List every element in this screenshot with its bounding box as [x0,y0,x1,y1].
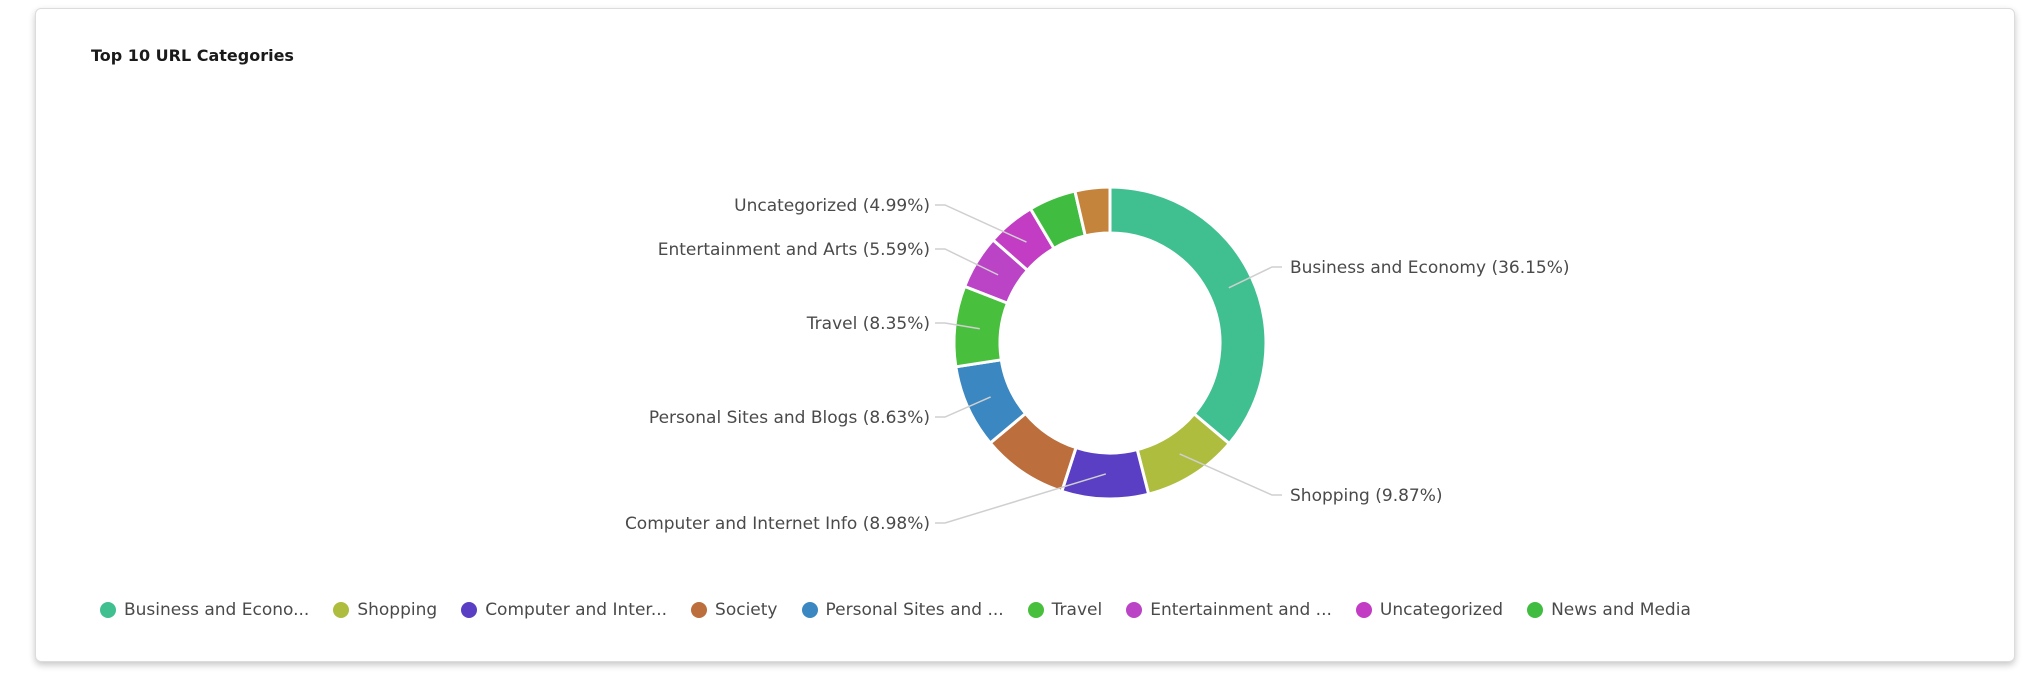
leader-line-computer-and-internet-info [935,473,1107,524]
legend-item-entertainment-and-arts[interactable]: Entertainment and ... [1126,600,1332,620]
data-label-uncategorized: Uncategorized (4.99%) [734,196,930,216]
chart-legend: Business and Econo... Shopping Computer an… [100,600,1691,620]
legend-swatch [461,602,478,618]
legend-label: Society [715,600,778,620]
leader-line-travel [935,322,980,330]
leader-line-personal-sites-and-blogs [935,396,991,418]
legend-swatch [100,602,116,618]
legend-label: Computer and Inter... [485,600,668,620]
legend-item-news-and-media[interactable]: News and Media [1527,600,1691,620]
legend-label: Shopping [357,600,438,620]
legend-swatch [801,602,818,618]
data-label-computer-and-internet-info: Computer and Internet Info (8.98%) [625,514,930,534]
data-label-travel: Travel (8.35%) [806,314,930,334]
legend-item-travel[interactable]: Travel [1027,600,1103,620]
leader-line-business-and-economy [1228,266,1282,289]
legend-swatch [1527,602,1544,618]
legend-swatch [1126,602,1143,618]
chart-card: Top 10 URL Categories [35,8,2015,662]
data-label-shopping: Shopping (9.87%) [1290,486,1443,506]
leader-line-shopping [1179,453,1282,496]
legend-label: Uncategorized [1379,600,1504,620]
legend-item-society[interactable]: Society [691,600,778,620]
legend-label: Travel [1051,600,1103,620]
legend-item-computer-and-internet-info[interactable]: Computer and Inter... [461,600,667,620]
legend-swatch [691,602,708,618]
legend-swatch [333,602,350,618]
legend-item-uncategorized[interactable]: Uncategorized [1355,600,1504,620]
data-label-business-and-economy: Business and Economy (36.15%) [1290,258,1570,278]
data-label-personal-sites-and-blogs: Personal Sites and Blogs (8.63%) [649,408,930,428]
legend-item-business-and-economy[interactable]: Business and Econo... [100,600,309,620]
data-label-entertainment-and-arts: Entertainment and Arts (5.59%) [658,240,930,260]
legend-swatch [1355,602,1372,618]
legend-item-personal-sites-and-blogs[interactable]: Personal Sites and ... [801,600,1004,620]
legend-label: Business and Econo... [124,600,310,620]
leader-line-entertainment-and-arts [935,248,999,276]
legend-label: News and Media [1551,600,1691,620]
legend-item-shopping[interactable]: Shopping [333,600,437,620]
legend-swatch [1027,602,1044,618]
legend-label: Personal Sites and ... [825,600,1004,620]
leader-line-uncategorized [935,204,1027,243]
chart-title: Top 10 URL Categories [91,46,294,65]
donut-slice-business-and-economy[interactable] [1108,185,1268,446]
legend-label: Entertainment and ... [1150,600,1332,620]
donut-slice-other[interactable] [1073,185,1112,238]
